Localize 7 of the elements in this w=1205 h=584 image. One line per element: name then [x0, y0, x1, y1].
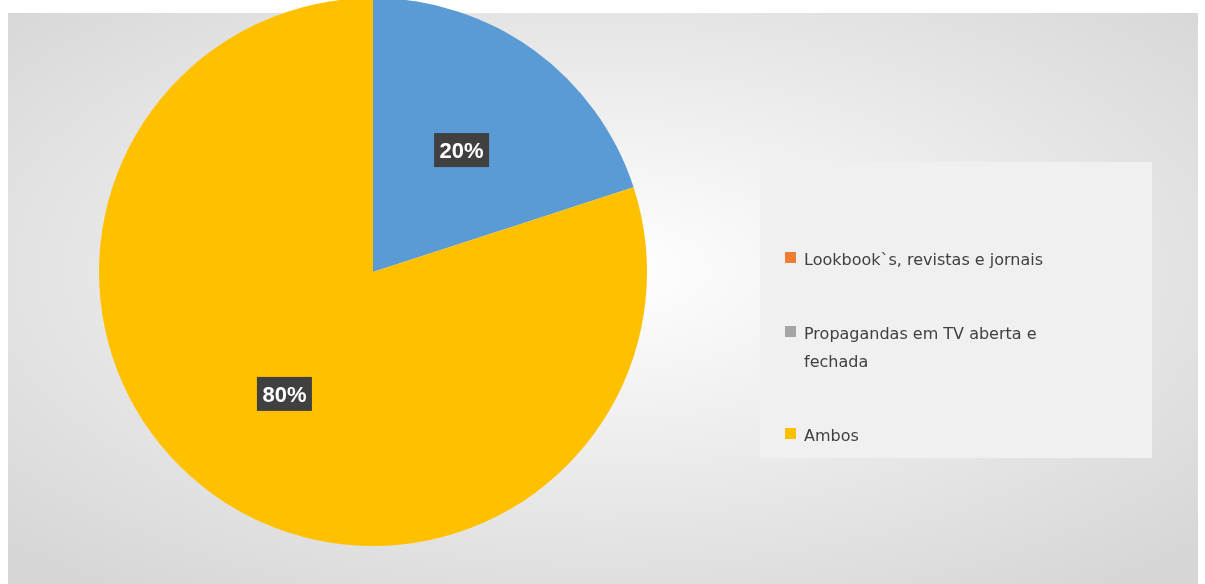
legend-label: Propagandas em TV aberta e fechada	[804, 323, 1037, 371]
pie-slice	[99, 0, 647, 546]
legend-label: Ambos	[804, 425, 859, 445]
pie-slice	[373, 0, 634, 272]
legend-label: Lookbook`s, revistas e jornais	[804, 249, 1043, 269]
data-label: 20%	[439, 137, 484, 163]
data-label: 80%	[262, 381, 307, 407]
